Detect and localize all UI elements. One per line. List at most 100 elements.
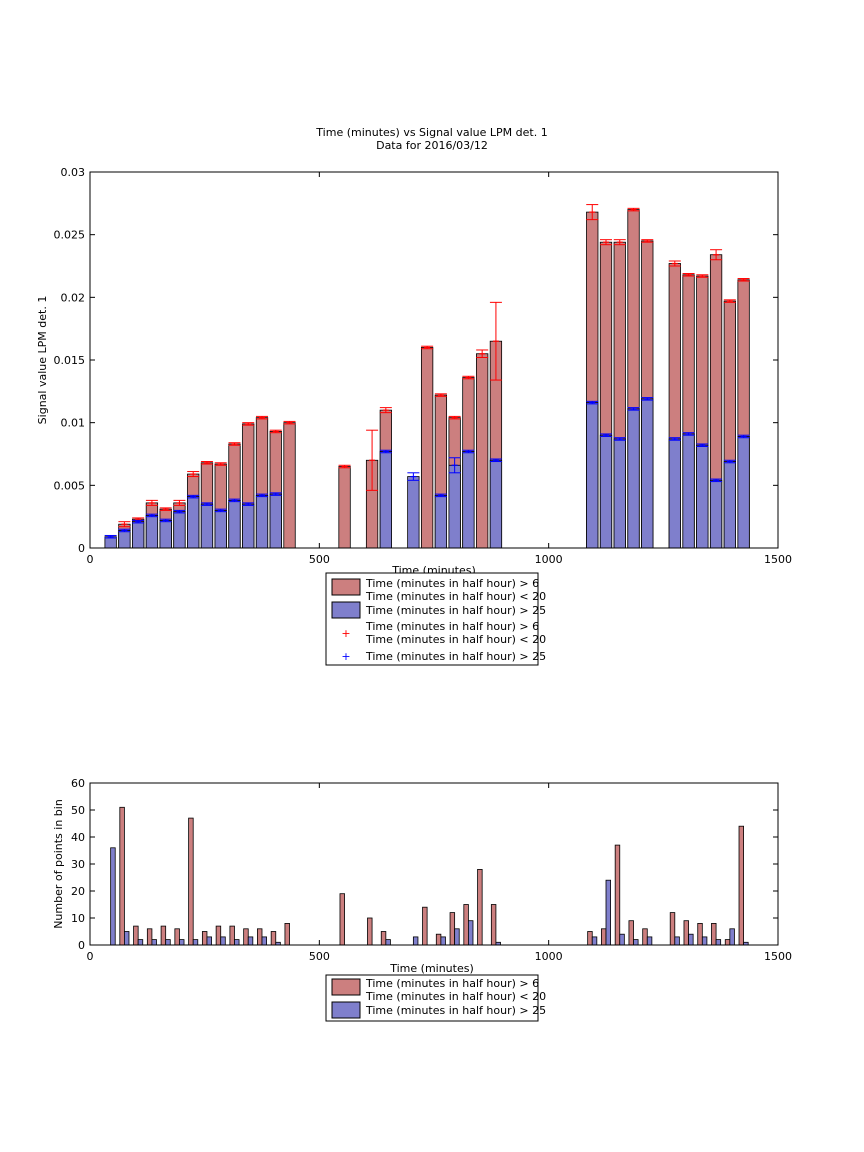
legend-marker-blue: + xyxy=(341,650,350,663)
y-tick-label: 10 xyxy=(71,912,85,925)
bar xyxy=(270,931,277,946)
bar xyxy=(380,931,387,946)
legend-label: Time (minutes in half hour) < 20 xyxy=(365,633,546,646)
bar xyxy=(214,509,227,549)
y-tick-label: 30 xyxy=(71,858,85,871)
bar xyxy=(711,923,717,946)
y-tick-label: 0.025 xyxy=(54,229,86,242)
x-tick-label: 1500 xyxy=(764,950,792,963)
legend-label: Time (minutes in half hour) > 6 xyxy=(365,577,539,590)
bar xyxy=(586,402,599,549)
legend-swatch-red xyxy=(331,978,361,996)
y-tick-label: 0.01 xyxy=(61,417,86,430)
bar xyxy=(440,936,446,946)
y-axis-ticks: 0 0.005 0.01 0.015 0.02 0.025 0.03 xyxy=(54,166,778,555)
bar xyxy=(696,444,709,549)
bar xyxy=(434,494,448,549)
bar xyxy=(215,925,222,946)
bar xyxy=(255,494,269,549)
bar xyxy=(628,920,634,946)
bar xyxy=(137,939,144,946)
bar xyxy=(133,925,139,946)
bar xyxy=(729,928,735,946)
bar xyxy=(449,912,456,946)
bar xyxy=(385,939,391,946)
bar xyxy=(591,936,598,946)
bar xyxy=(613,438,626,549)
y-tick-label: 0.03 xyxy=(61,166,86,179)
bar xyxy=(682,433,695,549)
x-tick-label: 500 xyxy=(309,553,330,566)
bar xyxy=(462,451,475,549)
bar xyxy=(674,936,680,946)
y-tick-label: 0.02 xyxy=(61,291,86,304)
bar xyxy=(243,928,249,946)
bar xyxy=(490,904,497,946)
y-tick-label: 0 xyxy=(78,939,85,952)
bar xyxy=(159,520,172,549)
bar xyxy=(599,434,613,549)
bar xyxy=(379,451,392,549)
x-tick-label: 1500 xyxy=(764,553,792,566)
bar xyxy=(477,869,483,946)
y-tick-label: 0.005 xyxy=(54,479,86,492)
y-axis-ticks: 0 10 20 30 40 50 60 xyxy=(71,777,778,952)
x-tick-label: 500 xyxy=(309,950,330,963)
legend-swatch-red xyxy=(331,578,361,596)
count-chart: 0 10 20 30 40 50 60 0 500 1000 1500 Time (minutes… xyxy=(52,777,792,1022)
bar xyxy=(188,817,194,946)
bar xyxy=(118,530,131,549)
bar xyxy=(257,928,263,946)
signal-chart: Time (minutes) vs Signal value LPM det. … xyxy=(36,126,792,666)
bar xyxy=(420,347,434,549)
y-tick-label: 40 xyxy=(71,831,85,844)
bar xyxy=(174,928,180,946)
bar xyxy=(124,931,130,946)
chart-title: Time (minutes) vs Signal value LPM det. … xyxy=(315,126,547,139)
bar xyxy=(179,939,185,946)
bar xyxy=(587,931,593,946)
bar xyxy=(119,806,125,946)
bar xyxy=(283,422,296,549)
bar xyxy=(454,928,460,946)
bar xyxy=(422,906,428,946)
bar xyxy=(234,939,240,946)
y-axis-label: Signal value LPM det. 1 xyxy=(36,296,49,425)
bar xyxy=(247,936,254,946)
bar xyxy=(463,904,469,946)
bar xyxy=(619,933,625,946)
bar xyxy=(220,936,226,946)
bar xyxy=(669,912,676,946)
bar xyxy=(151,939,157,946)
legend: Time (minutes in half hour) > 6 Time (mi… xyxy=(325,572,546,666)
bar xyxy=(697,923,703,946)
bar xyxy=(709,479,723,549)
x-tick-label: 0 xyxy=(87,553,94,566)
bar xyxy=(435,933,442,946)
bar xyxy=(605,879,611,946)
bar xyxy=(200,503,214,549)
count-bars xyxy=(110,806,749,946)
y-tick-label: 0 xyxy=(78,542,85,555)
bar xyxy=(339,893,345,946)
x-axis-label: Time (minutes) xyxy=(389,962,474,975)
y-tick-label: 20 xyxy=(71,885,85,898)
bar xyxy=(132,521,145,549)
bar xyxy=(228,499,241,549)
signal-bars xyxy=(104,209,750,549)
bar xyxy=(173,511,186,549)
y-axis-label: Number of points in bin xyxy=(52,799,65,929)
bar xyxy=(229,925,235,946)
bar xyxy=(633,939,639,946)
legend-swatch-blue xyxy=(331,1001,361,1019)
bar xyxy=(467,920,474,946)
bar xyxy=(165,939,171,946)
bar xyxy=(192,939,199,946)
y-tick-label: 60 xyxy=(71,777,85,790)
x-axis-ticks: 0 500 1000 1500 xyxy=(87,172,792,566)
bar xyxy=(737,436,750,549)
legend-label: Time (minutes in half hour) < 20 xyxy=(365,990,546,1003)
legend-label: Time (minutes in half hour) > 25 xyxy=(365,1004,546,1017)
